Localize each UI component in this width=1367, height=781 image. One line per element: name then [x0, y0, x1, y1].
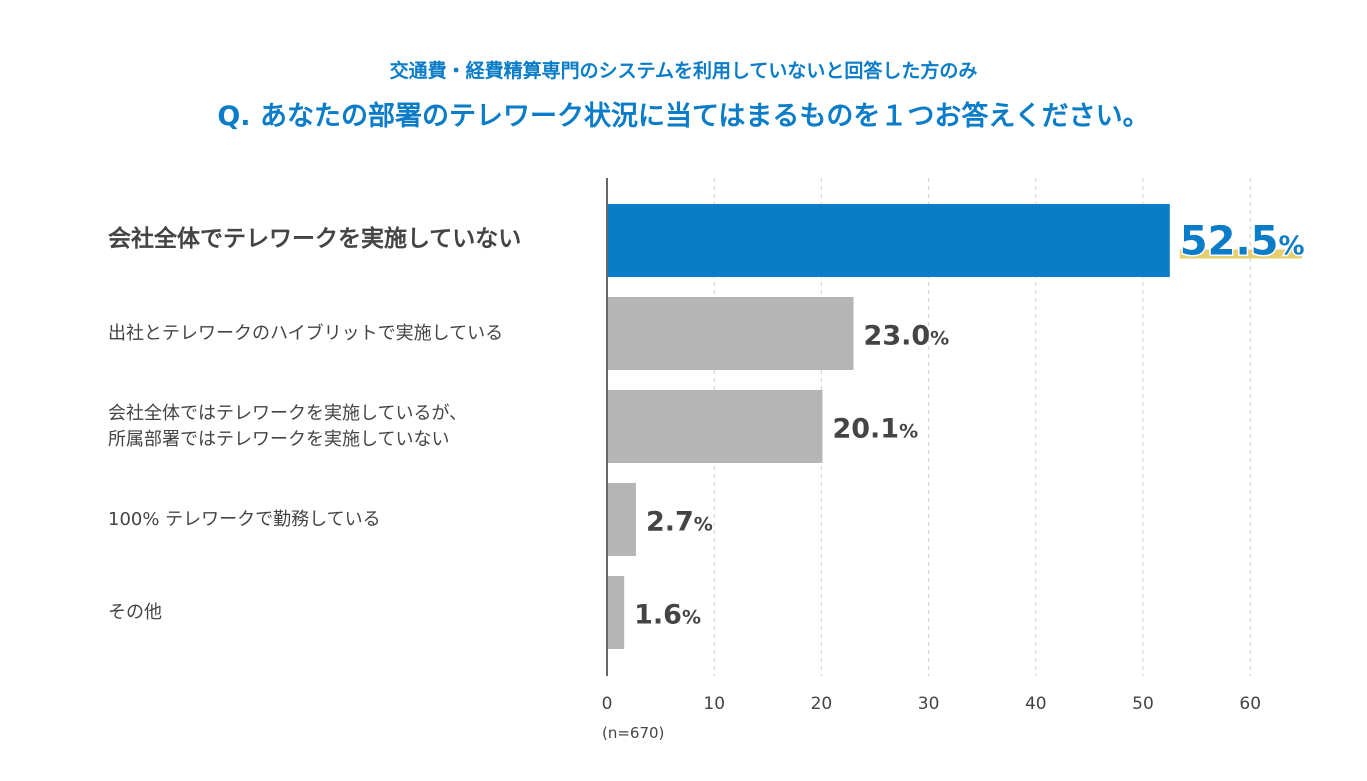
- bar: [607, 390, 823, 463]
- value-suffix: %: [930, 328, 949, 350]
- bar: [607, 204, 1170, 277]
- x-tick-label: 0: [602, 694, 613, 714]
- chart-title: Q. あなたの部署のテレワーク状況に当てはまるものを１つお答えください。: [217, 101, 1150, 132]
- sample-size-note: (n=670): [602, 724, 665, 742]
- value-label: 52.5%: [1180, 219, 1305, 265]
- value-label: 20.1%: [832, 414, 918, 445]
- bar: [607, 297, 854, 370]
- category-label: その他: [108, 601, 162, 623]
- value-suffix: %: [899, 421, 918, 443]
- x-tick-label: 20: [811, 694, 833, 714]
- x-tick-label: 30: [918, 694, 940, 714]
- bar: [607, 483, 636, 556]
- value-underline: [1179, 249, 1302, 259]
- chart-subtitle: 交通費・経費精算専門のシステムを利用していないと回答した方のみ: [389, 60, 978, 82]
- bar: [607, 576, 625, 649]
- value-suffix: %: [694, 514, 713, 536]
- category-label: 100% テレワークで勤務している: [108, 508, 381, 530]
- x-tick-label: 60: [1239, 694, 1261, 714]
- value-label: 2.7%: [646, 507, 713, 538]
- category-label: 出社とテレワークのハイブリットで実施している: [108, 322, 504, 344]
- x-tick-label: 10: [703, 694, 725, 714]
- category-label: 会社全体でテレワークを実施していない: [108, 225, 522, 252]
- value-suffix: %: [682, 607, 701, 629]
- category-label: 会社全体ではテレワークを実施しているが、 所属部署ではテレワークを実施していない: [108, 402, 468, 450]
- value-label: 23.0%: [864, 321, 950, 352]
- value-suffix: %: [1279, 232, 1305, 262]
- x-tick-label: 50: [1132, 694, 1154, 714]
- x-tick-label: 40: [1025, 694, 1047, 714]
- value-label: 1.6%: [634, 600, 701, 631]
